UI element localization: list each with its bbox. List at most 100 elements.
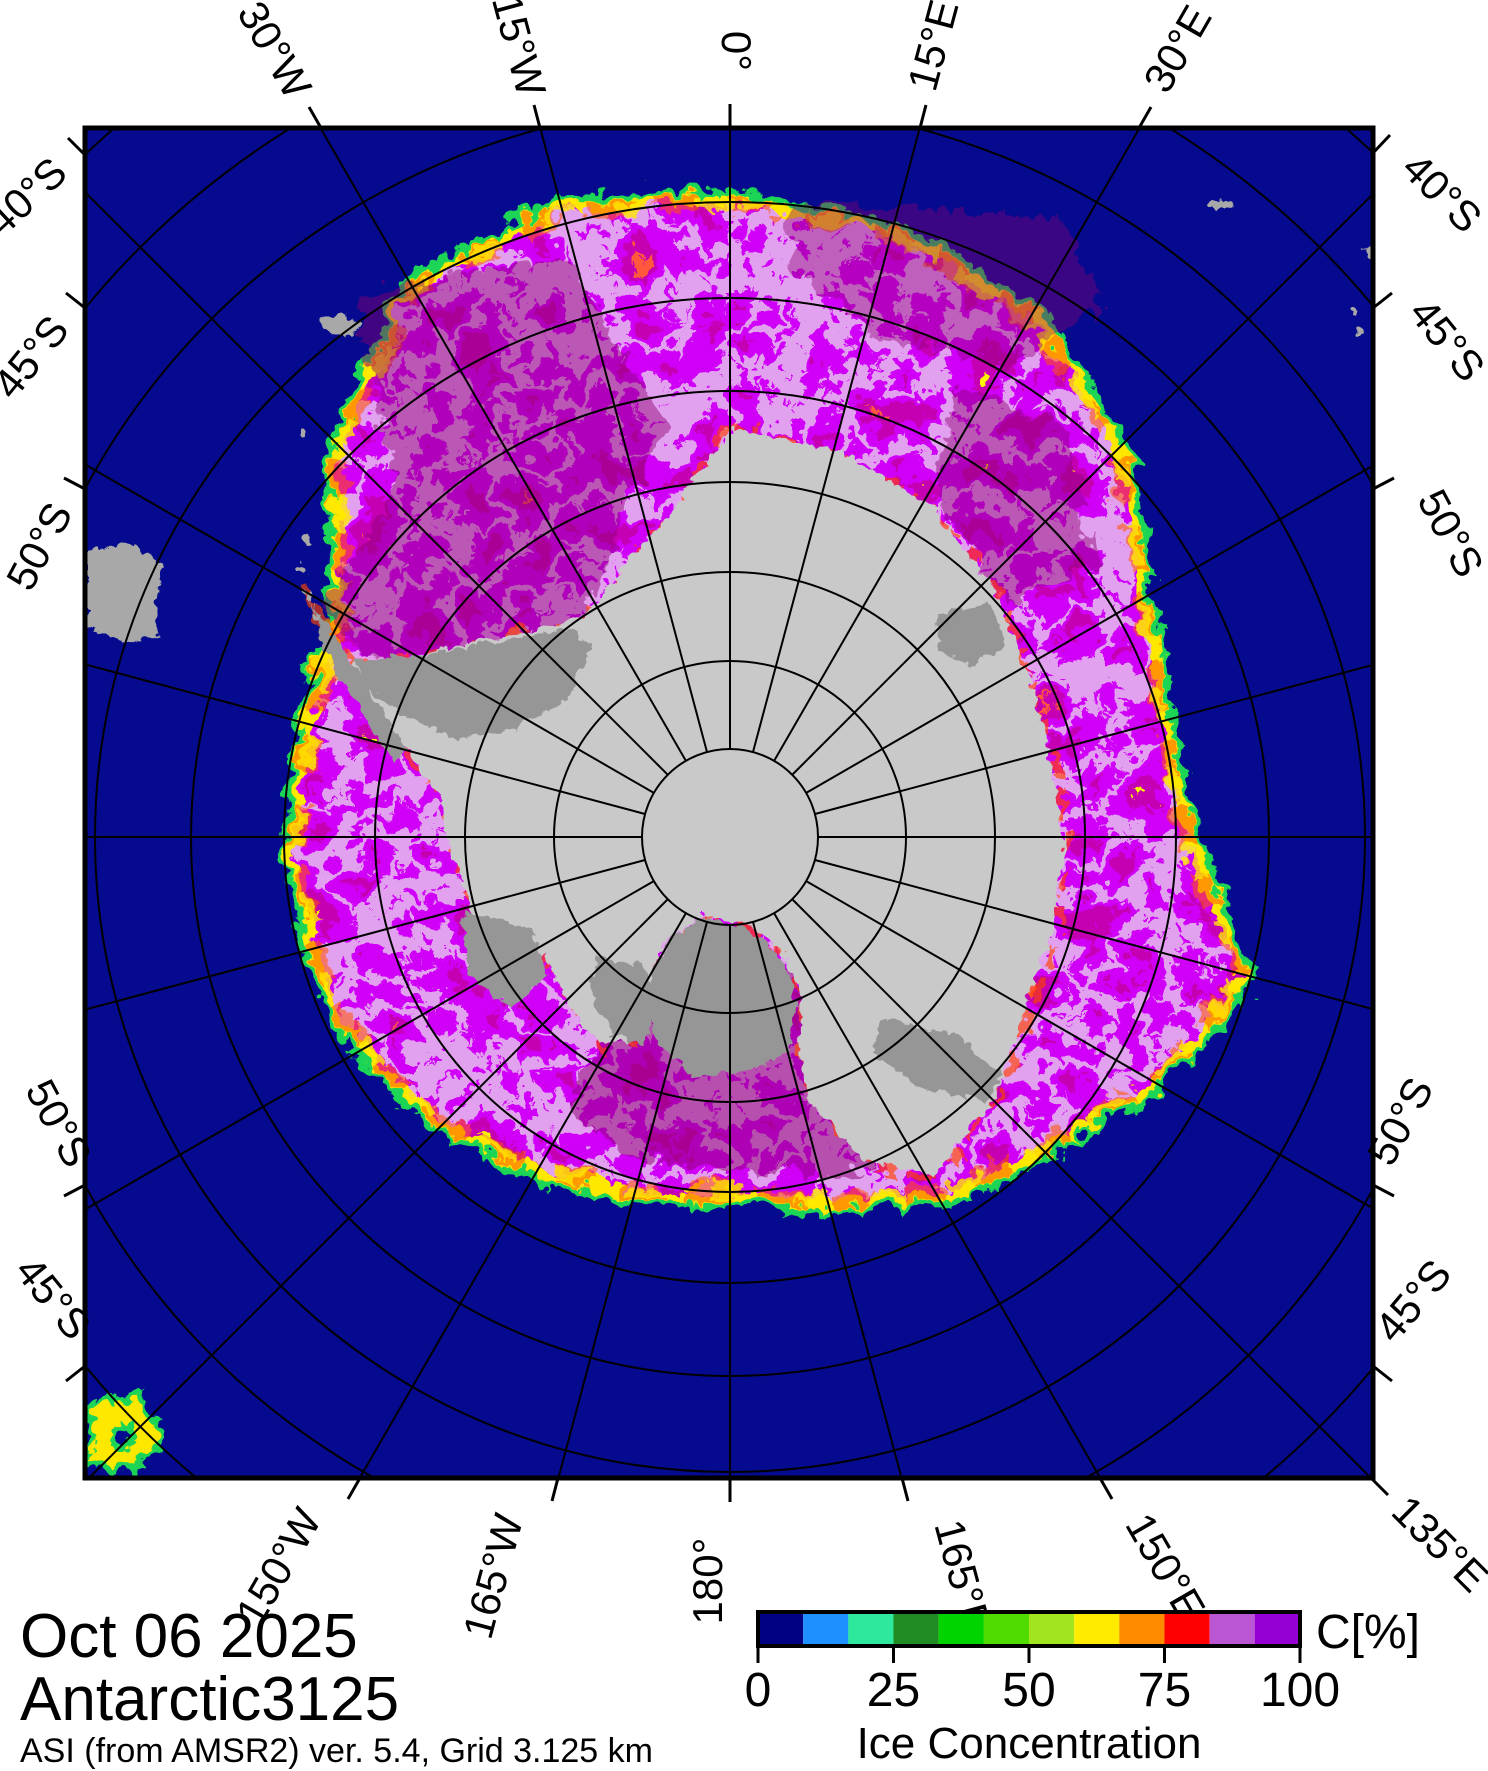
axis-tick: [1098, 1477, 1114, 1500]
axis-tick: [1372, 1183, 1395, 1198]
island-south-georgia: [318, 312, 358, 332]
ice-dark-region-weddell: [315, 250, 660, 650]
meridian-line: [805, 464, 1373, 794]
meridian-line: [814, 859, 1373, 1011]
meridian-line: [791, 192, 1373, 776]
latitude-label: 50°S: [1409, 482, 1488, 585]
ice-dark-region-northeast: [780, 195, 1100, 360]
colorbar-tick-label: 25: [867, 1664, 920, 1717]
axis-tick: [1137, 106, 1153, 129]
latitude-label: 40°S: [1393, 144, 1488, 242]
ross-ice-shelf: [640, 914, 794, 1073]
meridian-line: [805, 880, 1373, 1210]
meridian-line: [773, 912, 1102, 1478]
meridian-label: 30°E: [1134, 0, 1220, 100]
axis-tick: [918, 104, 928, 129]
colorbar: 0 25 50 75 100 C[%] Ice Concentration: [745, 1606, 1420, 1768]
axis-tick: [900, 1477, 910, 1502]
island-speck: [1349, 305, 1355, 311]
date-label: Oct 06 2025: [20, 1602, 358, 1671]
meridian-line: [752, 921, 903, 1478]
colorbar-segment: [1209, 1612, 1255, 1646]
meridian-label: 150°E: [1116, 1505, 1214, 1628]
meridian-label: 15°E: [898, 0, 967, 96]
meridian-line: [85, 859, 646, 1011]
latitude-label: 50°S: [0, 495, 81, 598]
island-right-border: [1360, 243, 1373, 266]
colorbar-segment: [983, 1612, 1029, 1646]
axis-tick: [1372, 291, 1393, 310]
colorbar-tick-label: 50: [1002, 1664, 1055, 1717]
colorbar-segment: [938, 1612, 984, 1646]
colorbar-tick-label: 0: [745, 1664, 772, 1717]
colorbar-segment: [1074, 1612, 1120, 1646]
axis-tick: [1369, 1476, 1390, 1497]
meridian-label: 0°: [713, 31, 760, 71]
meridian-line: [752, 128, 921, 753]
meridian-label: 15°W: [483, 0, 555, 101]
colorbar-tick-label: 100: [1260, 1664, 1340, 1717]
meridian-line: [773, 128, 1141, 762]
colorbar-segment: [803, 1612, 849, 1646]
peninsula-spine-shelf: [310, 600, 404, 758]
meridian-line: [358, 912, 687, 1478]
meridian-label: 180°: [684, 1538, 731, 1625]
meridian-line: [85, 880, 655, 1211]
meridian-line: [539, 128, 708, 753]
axis-tick: [63, 476, 86, 491]
island-speck: [309, 610, 317, 618]
meridian-line: [557, 921, 708, 1478]
colorbar-segment: [848, 1612, 894, 1646]
island-speck: [1208, 196, 1228, 206]
island-left-edge: [85, 540, 162, 640]
meridian-line: [87, 898, 669, 1478]
latitude-label: 45°S: [0, 307, 78, 408]
meridian-line: [319, 128, 687, 762]
colorbar-unit-label: C[%]: [1316, 1606, 1420, 1659]
meridian-line: [85, 190, 669, 776]
island-speck: [297, 532, 307, 542]
antarctica-continent: [300, 425, 1062, 1172]
axis-tick: [63, 1183, 86, 1198]
meridian-label: 165°W: [454, 1509, 532, 1644]
colorbar-tick-label: 75: [1138, 1664, 1191, 1717]
ronne-ice-shelf: [350, 625, 588, 736]
meridian-label: 30°W: [228, 0, 320, 106]
colorbar-segment: [1119, 1612, 1165, 1646]
meridian-line: [791, 898, 1373, 1478]
axis-tick: [65, 1364, 86, 1383]
colorbar-caption: Ice Concentration: [857, 1719, 1202, 1768]
colorbar-tick-labels: 0 25 50 75 100: [745, 1664, 1340, 1717]
colorbar-segment: [893, 1612, 939, 1646]
axis-tick: [1372, 1364, 1393, 1383]
latitude-label: 45°S: [1365, 1251, 1460, 1351]
axis-tick: [346, 1477, 362, 1500]
island-speck: [1352, 326, 1360, 334]
axis-tick: [532, 104, 542, 129]
axis-tick: [1372, 476, 1395, 491]
meridian-label: 135°E: [1383, 1487, 1488, 1601]
axis-tick: [307, 106, 323, 129]
source-label: ASI (from AMSR2) ver. 5.4, Grid 3.125 km: [20, 1732, 653, 1770]
colorbar-segment: [1254, 1612, 1300, 1646]
island-speck: [296, 426, 304, 434]
meridian-line: [85, 663, 646, 815]
title-block: Oct 06 2025 Antarctic3125 ASI (from AMSR…: [20, 1602, 653, 1770]
axis-tick: [550, 1477, 560, 1502]
axis-tick: [66, 136, 87, 157]
wilkes-coast-shelf: [869, 1016, 999, 1099]
colorbar-segments: [758, 1612, 1300, 1646]
colorbar-segment: [758, 1612, 804, 1646]
axis-tick: [65, 291, 86, 310]
victoria-land-coast: [589, 956, 654, 1044]
region-label: Antarctic3125: [20, 1665, 399, 1734]
colorbar-ticks: [756, 1646, 1302, 1663]
latitude-label: 45°S: [1400, 290, 1488, 391]
colorbar-segment: [1029, 1612, 1075, 1646]
axis-tick: [1371, 133, 1392, 155]
colorbar-segment: [1164, 1612, 1210, 1646]
axis-ticks: [63, 104, 1395, 1502]
